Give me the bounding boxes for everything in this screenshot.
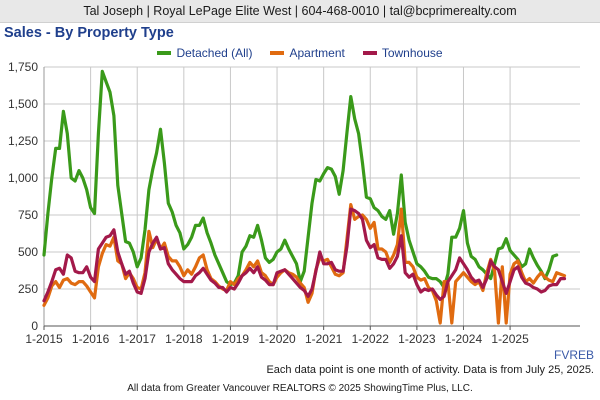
data-note: Each data point is one month of activity… [266, 364, 594, 376]
y-tick-label: 1,250 [8, 134, 38, 148]
header-bar: Tal Joseph | Royal LePage Elite West | 6… [0, 0, 600, 23]
legend-swatch-detached [157, 51, 172, 55]
x-tick-label: 1-2020 [258, 332, 296, 346]
chart-legend: Detached (All) Apartment Townhouse [0, 45, 600, 61]
x-tick-label: 1-2023 [398, 332, 436, 346]
y-tick-label: 1,000 [8, 171, 38, 185]
legend-swatch-apartment [270, 51, 285, 55]
x-tick-label: 1-2021 [305, 332, 343, 346]
x-tick-label: 1-2016 [72, 332, 110, 346]
legend-item-apartment: Apartment [270, 46, 345, 60]
legend-item-townhouse: Townhouse [362, 46, 443, 60]
x-tick-label: 1-2015 [25, 332, 63, 346]
legend-item-detached: Detached (All) [157, 46, 252, 60]
legend-label-apartment: Apartment [289, 46, 345, 60]
y-tick-label: 250 [18, 282, 38, 296]
chart-title: Sales - By Property Type [4, 25, 174, 41]
x-tick-label: 1-2018 [165, 332, 203, 346]
series-line-townhouse [42, 207, 567, 303]
legend-label-detached: Detached (All) [176, 46, 253, 60]
footer-credit: All data from Greater Vancouver REALTORS… [127, 383, 473, 394]
source-tag: FVREB [553, 348, 594, 362]
legend-swatch-townhouse [362, 51, 377, 55]
x-tick-label: 1-2025 [491, 332, 529, 346]
header-contact-text: Tal Joseph | Royal LePage Elite West | 6… [83, 4, 517, 18]
x-tick-label: 1-2017 [119, 332, 157, 346]
x-tick-label: 1-2022 [352, 332, 390, 346]
y-tick-label: 500 [18, 245, 38, 259]
x-tick-label: 1-2024 [445, 332, 483, 346]
y-tick-label: 750 [18, 208, 38, 222]
y-tick-label: 1,500 [8, 97, 38, 111]
y-tick-label: 0 [31, 319, 38, 333]
y-tick-label: 1,750 [8, 60, 38, 74]
legend-label-townhouse: Townhouse [381, 46, 443, 60]
x-tick-label: 1-2019 [212, 332, 250, 346]
